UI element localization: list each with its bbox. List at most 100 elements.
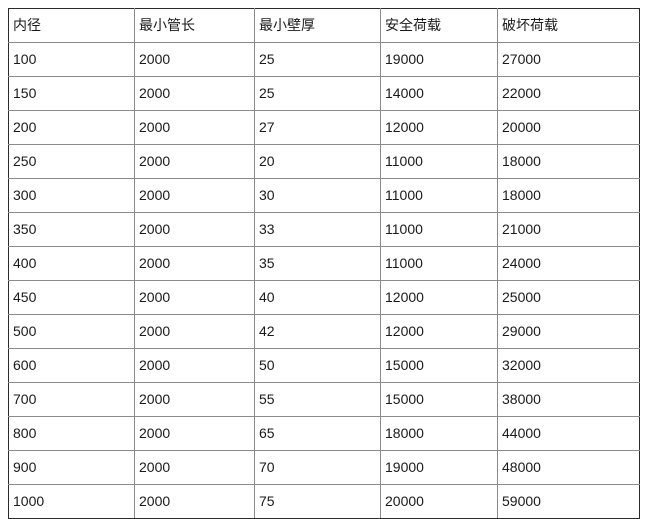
cell-safe-load: 15000 — [380, 382, 498, 417]
table-body: 100 2000 25 19000 27000 150 2000 25 1400… — [8, 42, 640, 519]
cell-safe-load: 20000 — [380, 484, 498, 519]
cell-safe-load: 11000 — [380, 178, 498, 213]
cell-value: 20 — [259, 152, 275, 169]
cell-value: 2000 — [139, 220, 171, 237]
cell-value: 65 — [259, 424, 275, 441]
table-row: 900 2000 70 19000 48000 — [8, 450, 640, 485]
table-container: 内径 最小管长 最小壁厚 安全荷载 破坏荷载 — [8, 8, 640, 519]
cell-value: 11000 — [385, 220, 423, 237]
cell-value: 15000 — [385, 390, 424, 407]
table-row: 800 2000 65 18000 44000 — [8, 416, 640, 451]
cell-value: 1000 — [13, 492, 45, 509]
cell-safe-load: 11000 — [380, 246, 498, 281]
cell-min-wall-thickness: 65 — [254, 416, 381, 451]
cell-min-pipe-length: 2000 — [134, 76, 255, 111]
cell-value: 2000 — [139, 118, 171, 135]
cell-min-pipe-length: 2000 — [134, 246, 255, 281]
cell-inner-diameter: 100 — [8, 42, 135, 77]
cell-breaking-load: 59000 — [497, 484, 640, 519]
cell-value: 100 — [13, 50, 37, 67]
cell-min-wall-thickness: 40 — [254, 280, 381, 315]
cell-value: 25 — [259, 84, 275, 101]
table-header-row: 内径 最小管长 最小壁厚 安全荷载 破坏荷载 — [8, 8, 640, 43]
table-row: 450 2000 40 12000 25000 — [8, 280, 640, 315]
cell-value: 11000 — [385, 152, 423, 169]
table-row: 250 2000 20 11000 18000 — [8, 144, 640, 179]
cell-value: 11000 — [385, 254, 423, 271]
cell-inner-diameter: 150 — [8, 76, 135, 111]
cell-min-pipe-length: 2000 — [134, 416, 255, 451]
cell-breaking-load: 27000 — [497, 42, 640, 77]
cell-value: 70 — [259, 458, 275, 475]
cell-inner-diameter: 400 — [8, 246, 135, 281]
cell-safe-load: 14000 — [380, 76, 498, 111]
cell-min-wall-thickness: 33 — [254, 212, 381, 247]
cell-value: 42 — [259, 322, 275, 339]
cell-value: 350 — [13, 220, 37, 237]
table-row: 700 2000 55 15000 38000 — [8, 382, 640, 417]
cell-value: 32000 — [502, 356, 541, 373]
cell-inner-diameter: 250 — [8, 144, 135, 179]
cell-value: 2000 — [139, 254, 171, 271]
cell-value: 11000 — [385, 186, 423, 203]
table-row: 100 2000 25 19000 27000 — [8, 42, 640, 77]
cell-min-pipe-length: 2000 — [134, 382, 255, 417]
column-header-label: 安全荷载 — [385, 16, 441, 33]
cell-safe-load: 11000 — [380, 212, 498, 247]
cell-safe-load: 19000 — [380, 42, 498, 77]
column-header-min-wall-thickness: 最小壁厚 — [254, 8, 381, 43]
cell-value: 2000 — [139, 152, 171, 169]
cell-value: 19000 — [385, 50, 424, 67]
cell-value: 21000 — [502, 220, 541, 237]
cell-value: 2000 — [139, 186, 171, 203]
cell-min-wall-thickness: 35 — [254, 246, 381, 281]
cell-value: 2000 — [139, 492, 171, 509]
cell-min-wall-thickness: 50 — [254, 348, 381, 383]
cell-value: 600 — [13, 356, 37, 373]
cell-breaking-load: 38000 — [497, 382, 640, 417]
cell-breaking-load: 29000 — [497, 314, 640, 349]
cell-value: 25000 — [502, 288, 541, 305]
cell-value: 18000 — [502, 152, 541, 169]
cell-value: 14000 — [385, 84, 424, 101]
cell-breaking-load: 21000 — [497, 212, 640, 247]
cell-value: 20000 — [385, 492, 424, 509]
cell-value: 35 — [259, 254, 275, 271]
cell-value: 59000 — [502, 492, 541, 509]
cell-value: 29000 — [502, 322, 541, 339]
cell-breaking-load: 18000 — [497, 144, 640, 179]
cell-min-wall-thickness: 27 — [254, 110, 381, 145]
cell-min-pipe-length: 2000 — [134, 314, 255, 349]
cell-breaking-load: 18000 — [497, 178, 640, 213]
table-row: 200 2000 27 12000 20000 — [8, 110, 640, 145]
cell-breaking-load: 44000 — [497, 416, 640, 451]
cell-min-wall-thickness: 70 — [254, 450, 381, 485]
cell-value: 18000 — [385, 424, 424, 441]
cell-value: 25 — [259, 50, 275, 67]
cell-value: 12000 — [385, 288, 424, 305]
cell-value: 250 — [13, 152, 37, 169]
cell-value: 700 — [13, 390, 37, 407]
table-header: 内径 最小管长 最小壁厚 安全荷载 破坏荷载 — [8, 8, 640, 43]
table-row: 1000 2000 75 20000 59000 — [8, 484, 640, 519]
cell-safe-load: 18000 — [380, 416, 498, 451]
cell-inner-diameter: 200 — [8, 110, 135, 145]
cell-value: 150 — [13, 84, 37, 101]
cell-min-pipe-length: 2000 — [134, 110, 255, 145]
column-header-inner-diameter: 内径 — [8, 8, 135, 43]
column-header-label: 破坏荷载 — [502, 16, 558, 33]
cell-value: 40 — [259, 288, 275, 305]
column-header-label: 内径 — [13, 16, 41, 33]
column-header-min-pipe-length: 最小管长 — [134, 8, 255, 43]
cell-value: 33 — [259, 220, 275, 237]
column-header-label: 最小管长 — [139, 16, 195, 33]
cell-value: 12000 — [385, 322, 424, 339]
cell-value: 2000 — [139, 288, 171, 305]
cell-min-pipe-length: 2000 — [134, 144, 255, 179]
cell-value: 2000 — [139, 458, 171, 475]
cell-safe-load: 11000 — [380, 144, 498, 179]
cell-value: 450 — [13, 288, 37, 305]
cell-min-wall-thickness: 55 — [254, 382, 381, 417]
cell-inner-diameter: 1000 — [8, 484, 135, 519]
cell-min-wall-thickness: 25 — [254, 76, 381, 111]
